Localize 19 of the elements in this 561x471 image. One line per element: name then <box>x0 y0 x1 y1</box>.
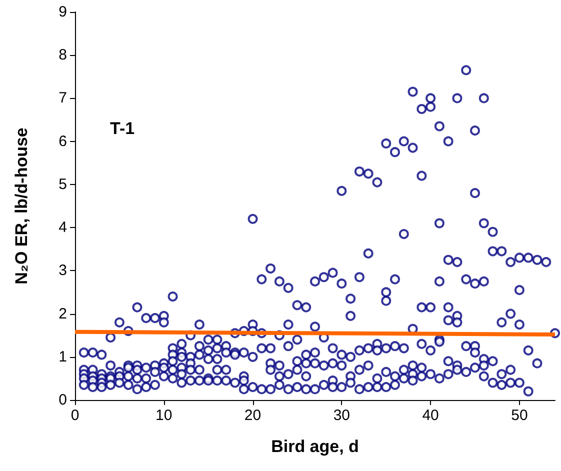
x-tick-label: 30 <box>333 407 350 424</box>
x-tick-label: 10 <box>156 407 172 424</box>
y-tick-label: 4 <box>58 219 67 236</box>
x-axis-title: Bird age, d <box>271 437 359 456</box>
x-tick-label: 20 <box>244 407 262 424</box>
annotation: T-1 <box>110 119 135 138</box>
y-tick-label: 1 <box>58 348 67 366</box>
y-tick-label: 2 <box>58 305 67 322</box>
y-tick-label: 9 <box>58 4 67 20</box>
x-tick-label: 0 <box>70 407 80 424</box>
y-tick-label: 7 <box>58 90 67 107</box>
y-tick-label: 3 <box>58 262 67 280</box>
y-tick-label: 8 <box>58 46 67 64</box>
x-tick-label: 40 <box>422 407 439 424</box>
y-tick-label: 6 <box>58 132 67 150</box>
x-tick-label: 50 <box>511 407 528 424</box>
y-tick-label: 5 <box>58 176 67 193</box>
y-tick-label: 0 <box>58 392 67 408</box>
y-axis-title: N₂O ER, lb/d-house <box>12 128 31 284</box>
